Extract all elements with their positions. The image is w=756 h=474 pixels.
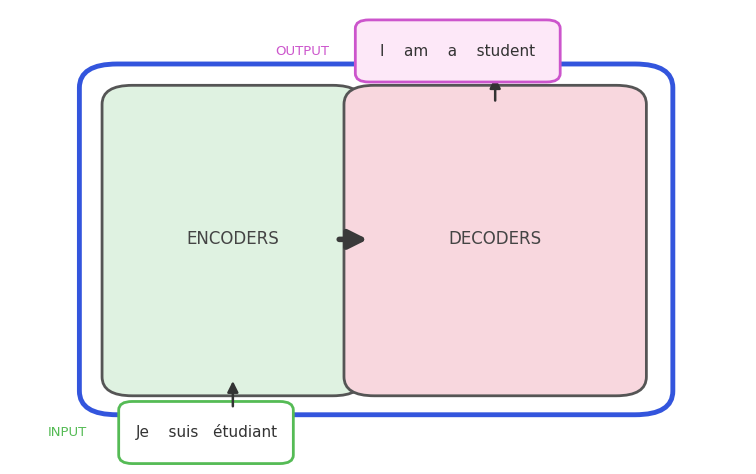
Text: INPUT: INPUT (48, 426, 87, 439)
Text: Je    suis   étudiant: Je suis étudiant (135, 424, 277, 440)
FancyBboxPatch shape (344, 85, 646, 396)
FancyBboxPatch shape (355, 20, 560, 82)
FancyBboxPatch shape (119, 401, 293, 464)
FancyBboxPatch shape (79, 64, 673, 415)
Text: DECODERS: DECODERS (448, 230, 542, 248)
Text: I    am    a    student: I am a student (380, 44, 535, 59)
Text: OUTPUT: OUTPUT (275, 45, 329, 58)
FancyBboxPatch shape (102, 85, 363, 396)
Text: ENCODERS: ENCODERS (187, 230, 279, 248)
